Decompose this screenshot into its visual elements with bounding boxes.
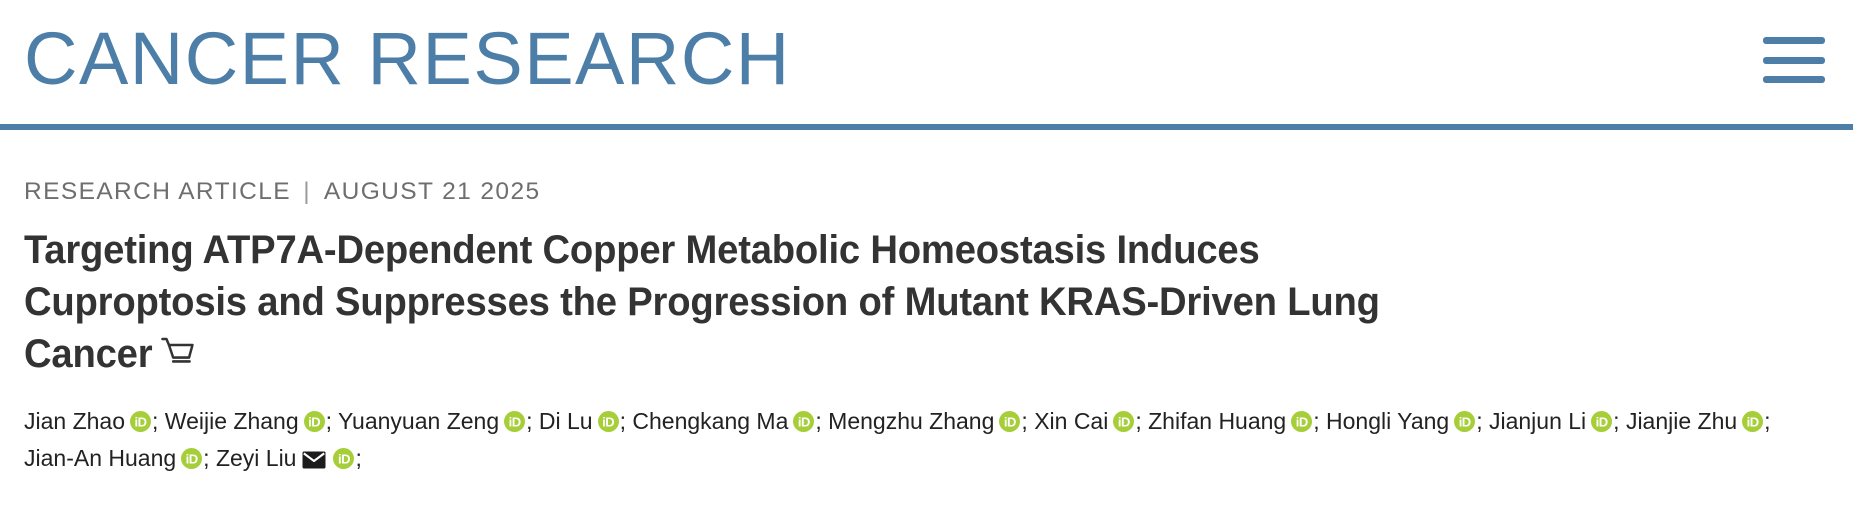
author-name[interactable]: Jian-An Huang	[24, 445, 177, 472]
page-title: Targeting ATP7A-Dependent Copper Metabol…	[24, 224, 1457, 383]
envelope-icon[interactable]	[302, 443, 326, 480]
author-entry: Zeyi Liu	[216, 445, 356, 471]
orcid-icon[interactable]	[504, 411, 526, 432]
orcid-icon[interactable]	[999, 411, 1021, 432]
author-separator: ;	[1764, 408, 1771, 434]
hamburger-bar-2	[1763, 56, 1825, 64]
author-separator: ;	[203, 445, 216, 472]
article-header: RESEARCH ARTICLE | AUGUST 21 2025 Target…	[0, 130, 1853, 481]
author-name[interactable]: Jian Zhao	[24, 408, 126, 434]
article-meta: RESEARCH ARTICLE | AUGUST 21 2025	[24, 178, 1829, 206]
author-name[interactable]: Yuanyuan Zeng	[337, 408, 500, 434]
author-separator: ;	[1476, 408, 1489, 434]
article-type-label[interactable]: RESEARCH ARTICLE	[24, 178, 292, 205]
orcid-icon[interactable]	[333, 448, 355, 470]
orcid-icon[interactable]	[181, 448, 203, 470]
author-entry: Mengzhu Zhang	[828, 408, 1021, 434]
author-name[interactable]: Zhifan Huang	[1148, 408, 1287, 434]
orcid-icon[interactable]	[1454, 411, 1476, 432]
author-separator: ;	[152, 408, 165, 434]
publication-date: AUGUST 21 2025	[323, 178, 541, 205]
author-entry: Hongli Yang	[1326, 408, 1476, 434]
author-entry: Zhifan Huang	[1148, 408, 1313, 434]
author-entry: Jianjun Li	[1489, 408, 1613, 434]
header-divider	[0, 124, 1853, 130]
author-separator: ;	[815, 408, 829, 434]
author-entry: Di Lu	[539, 408, 620, 434]
orcid-icon[interactable]	[1591, 411, 1613, 432]
author-separator: ;	[1021, 408, 1035, 434]
author-entry: Jianjie Zhu	[1626, 408, 1764, 434]
orcid-icon[interactable]	[1113, 411, 1135, 432]
meta-separator: |	[303, 178, 312, 205]
author-separator: ;	[1135, 408, 1149, 434]
author-separator: ;	[325, 408, 338, 434]
author-name[interactable]: Zeyi Liu	[215, 445, 297, 472]
author-name[interactable]: Jianjun Li	[1488, 408, 1587, 434]
orcid-icon[interactable]	[1742, 411, 1764, 432]
orcid-icon[interactable]	[303, 411, 325, 432]
author-entry: Jian-An Huang	[24, 445, 203, 471]
author-entry: Jian Zhao	[24, 408, 152, 434]
orcid-icon[interactable]	[597, 411, 619, 432]
author-separator: ;	[619, 408, 633, 434]
author-entry: Yuanyuan Zeng	[338, 408, 526, 434]
hamburger-bar-1	[1763, 37, 1825, 44]
journal-title[interactable]: CANCER RESEARCH	[24, 17, 791, 100]
author-separator: ;	[526, 408, 539, 434]
article-title-text: Targeting ATP7A-Dependent Copper Metabol…	[24, 228, 1380, 376]
author-entry: Chengkang Ma	[632, 408, 815, 434]
shopping-cart-icon[interactable]	[161, 331, 195, 383]
author-name[interactable]: Chengkang Ma	[632, 408, 789, 434]
author-name[interactable]: Mengzhu Zhang	[828, 408, 995, 434]
author-name[interactable]: Xin Cai	[1034, 408, 1109, 434]
author-entry: Xin Cai	[1034, 408, 1135, 434]
author-entry: Weijie Zhang	[165, 408, 326, 434]
author-separator: ;	[1613, 408, 1626, 434]
author-separator: ;	[1313, 408, 1326, 434]
author-name[interactable]: Hongli Yang	[1326, 408, 1450, 434]
hamburger-bar-3	[1763, 76, 1825, 83]
author-name[interactable]: Di Lu	[538, 408, 593, 434]
author-separator: ;	[355, 445, 362, 472]
hamburger-menu-icon[interactable]	[1763, 37, 1825, 83]
orcid-icon[interactable]	[1291, 411, 1313, 432]
site-masthead: CANCER RESEARCH	[0, 0, 1853, 124]
author-name[interactable]: Jianjie Zhu	[1625, 408, 1738, 434]
author-list: Jian Zhao; Weijie Zhang; Yuanyuan Zeng; …	[24, 403, 1829, 481]
orcid-icon[interactable]	[793, 411, 815, 432]
orcid-icon[interactable]	[130, 411, 152, 432]
author-name[interactable]: Weijie Zhang	[164, 408, 299, 434]
